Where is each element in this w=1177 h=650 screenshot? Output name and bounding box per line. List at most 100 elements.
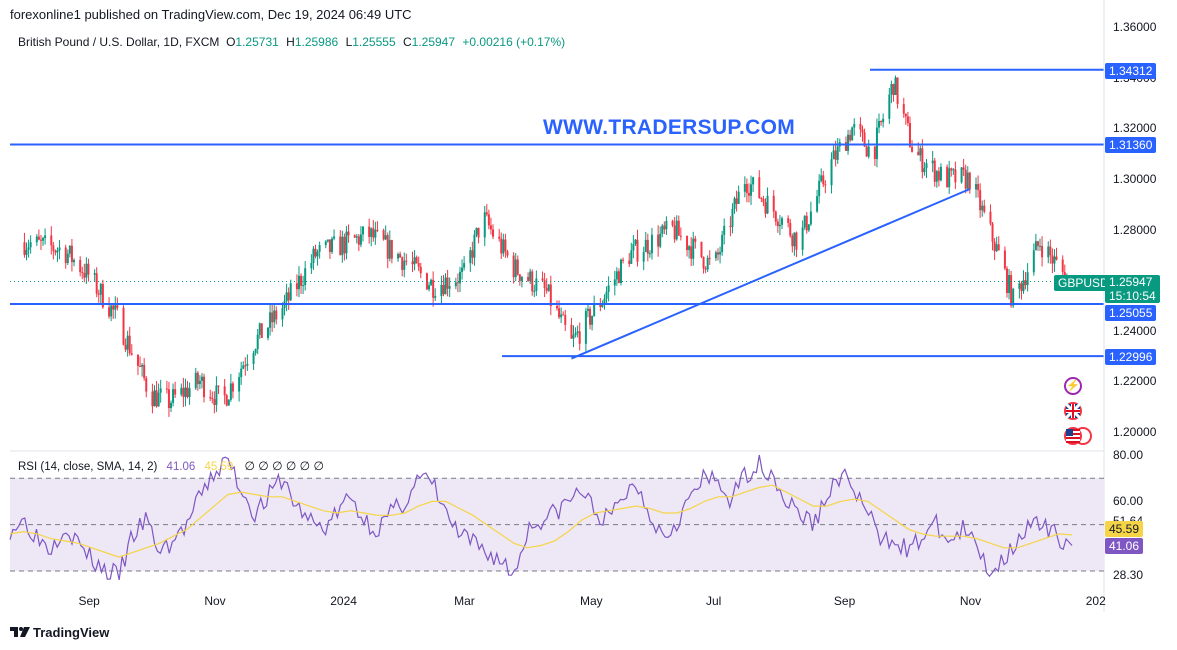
candle-body <box>81 272 84 274</box>
candle-body <box>966 172 969 189</box>
candle-body <box>661 225 664 234</box>
watermark: WWW.TRADERSUP.COM <box>543 116 796 139</box>
candle-body <box>556 306 558 309</box>
rsi-tick-label: 28.30 <box>1113 568 1144 582</box>
candle-body <box>704 268 707 270</box>
candle-body <box>663 225 666 230</box>
candle-body <box>793 232 796 247</box>
uk-flag-icon[interactable] <box>1064 402 1082 420</box>
candle-body <box>648 253 651 255</box>
candle-body <box>324 241 327 246</box>
candle-body <box>139 365 142 367</box>
candle-body <box>706 257 709 270</box>
candle-body <box>285 292 288 302</box>
candle-body <box>1024 280 1027 286</box>
candle-body <box>735 198 738 204</box>
rsi-legend[interactable]: RSI (14, close, SMA, 14, 2) 41.06 45.59 … <box>18 459 324 473</box>
candle-body <box>1055 256 1058 260</box>
time-tick-label: 202 <box>1085 594 1106 608</box>
us-flag-icon[interactable] <box>1064 427 1082 445</box>
candle-body <box>760 197 763 199</box>
price-tag-bottom: 1.22996 <box>1105 349 1157 365</box>
candle-body <box>229 383 232 400</box>
candle-body <box>463 263 466 268</box>
candle-body <box>458 271 461 284</box>
candle-body <box>564 315 567 325</box>
candle-body <box>498 236 501 239</box>
candle-body <box>576 331 579 334</box>
symbol-name[interactable]: British Pound / U.S. Dollar, 1D, FXCM <box>18 35 220 49</box>
candle-body <box>252 352 255 364</box>
candle-body <box>979 190 982 211</box>
candle-body <box>153 390 156 407</box>
candle-body <box>244 365 247 367</box>
candle-body <box>141 364 144 367</box>
candle-body <box>300 275 303 286</box>
candle-body <box>302 285 305 287</box>
candle-body <box>419 266 422 274</box>
low-value: 1.25555 <box>352 35 396 49</box>
candle-body <box>574 333 577 336</box>
candle-body <box>477 227 480 238</box>
uk-flag-glyph <box>1064 402 1082 420</box>
candle-body <box>752 177 755 185</box>
candle-body <box>231 383 234 392</box>
candle-body <box>428 285 431 290</box>
candle-body <box>549 284 552 307</box>
candle-body <box>361 226 364 235</box>
candle-body <box>946 166 949 188</box>
candle-body <box>822 175 825 185</box>
candle-body <box>686 236 689 251</box>
candle-body <box>157 392 160 407</box>
lightning-icon[interactable]: ⚡ <box>1064 377 1082 395</box>
high-label: H <box>286 35 295 49</box>
time-tick-label: Nov <box>204 594 226 608</box>
candle-body <box>628 260 631 264</box>
candle-body <box>634 239 637 245</box>
candle-body <box>1032 250 1035 273</box>
candle-body <box>213 399 216 406</box>
candle-body <box>867 146 870 157</box>
candle-body <box>217 385 220 387</box>
candle-body <box>487 214 490 226</box>
price-tick-label: 1.22000 <box>1113 374 1157 389</box>
candle-body <box>818 180 821 197</box>
time-tick-label: 2024 <box>330 594 357 608</box>
candle-body <box>44 235 47 238</box>
candle-body <box>853 123 856 128</box>
candle-body <box>617 271 620 284</box>
candle-body <box>333 236 336 239</box>
candle-body <box>310 263 313 269</box>
candle-body <box>977 184 980 191</box>
candle-body <box>747 192 750 196</box>
candle-body <box>42 237 45 241</box>
candle-body <box>673 225 676 240</box>
candle-body <box>603 298 606 304</box>
candle-body <box>79 259 82 273</box>
candle-body <box>388 240 391 259</box>
candle-body <box>983 205 986 212</box>
rsi-tick-label: 80.00 <box>1113 448 1144 462</box>
candle-body <box>430 279 433 286</box>
candle-body <box>875 127 878 159</box>
tradingview-logo[interactable]: TradingView <box>10 625 109 640</box>
candle-body <box>935 171 938 182</box>
candle-body <box>1022 280 1025 292</box>
candle-body <box>246 363 249 366</box>
candle-body <box>209 397 212 399</box>
candle-body <box>675 220 678 240</box>
candle-body <box>708 257 711 259</box>
price-tick-label: 1.32000 <box>1113 121 1157 136</box>
candle-body <box>54 250 57 253</box>
candle-body <box>454 282 457 287</box>
candle-body <box>657 234 660 247</box>
price-tag-top: 1.34312 <box>1105 63 1157 79</box>
candle-body <box>316 251 319 257</box>
candle-body <box>1005 268 1008 293</box>
candle-body <box>586 308 589 311</box>
candle-body <box>512 255 515 278</box>
candle-body <box>304 268 307 286</box>
candle-body <box>729 225 732 227</box>
close-label: C <box>402 35 412 49</box>
